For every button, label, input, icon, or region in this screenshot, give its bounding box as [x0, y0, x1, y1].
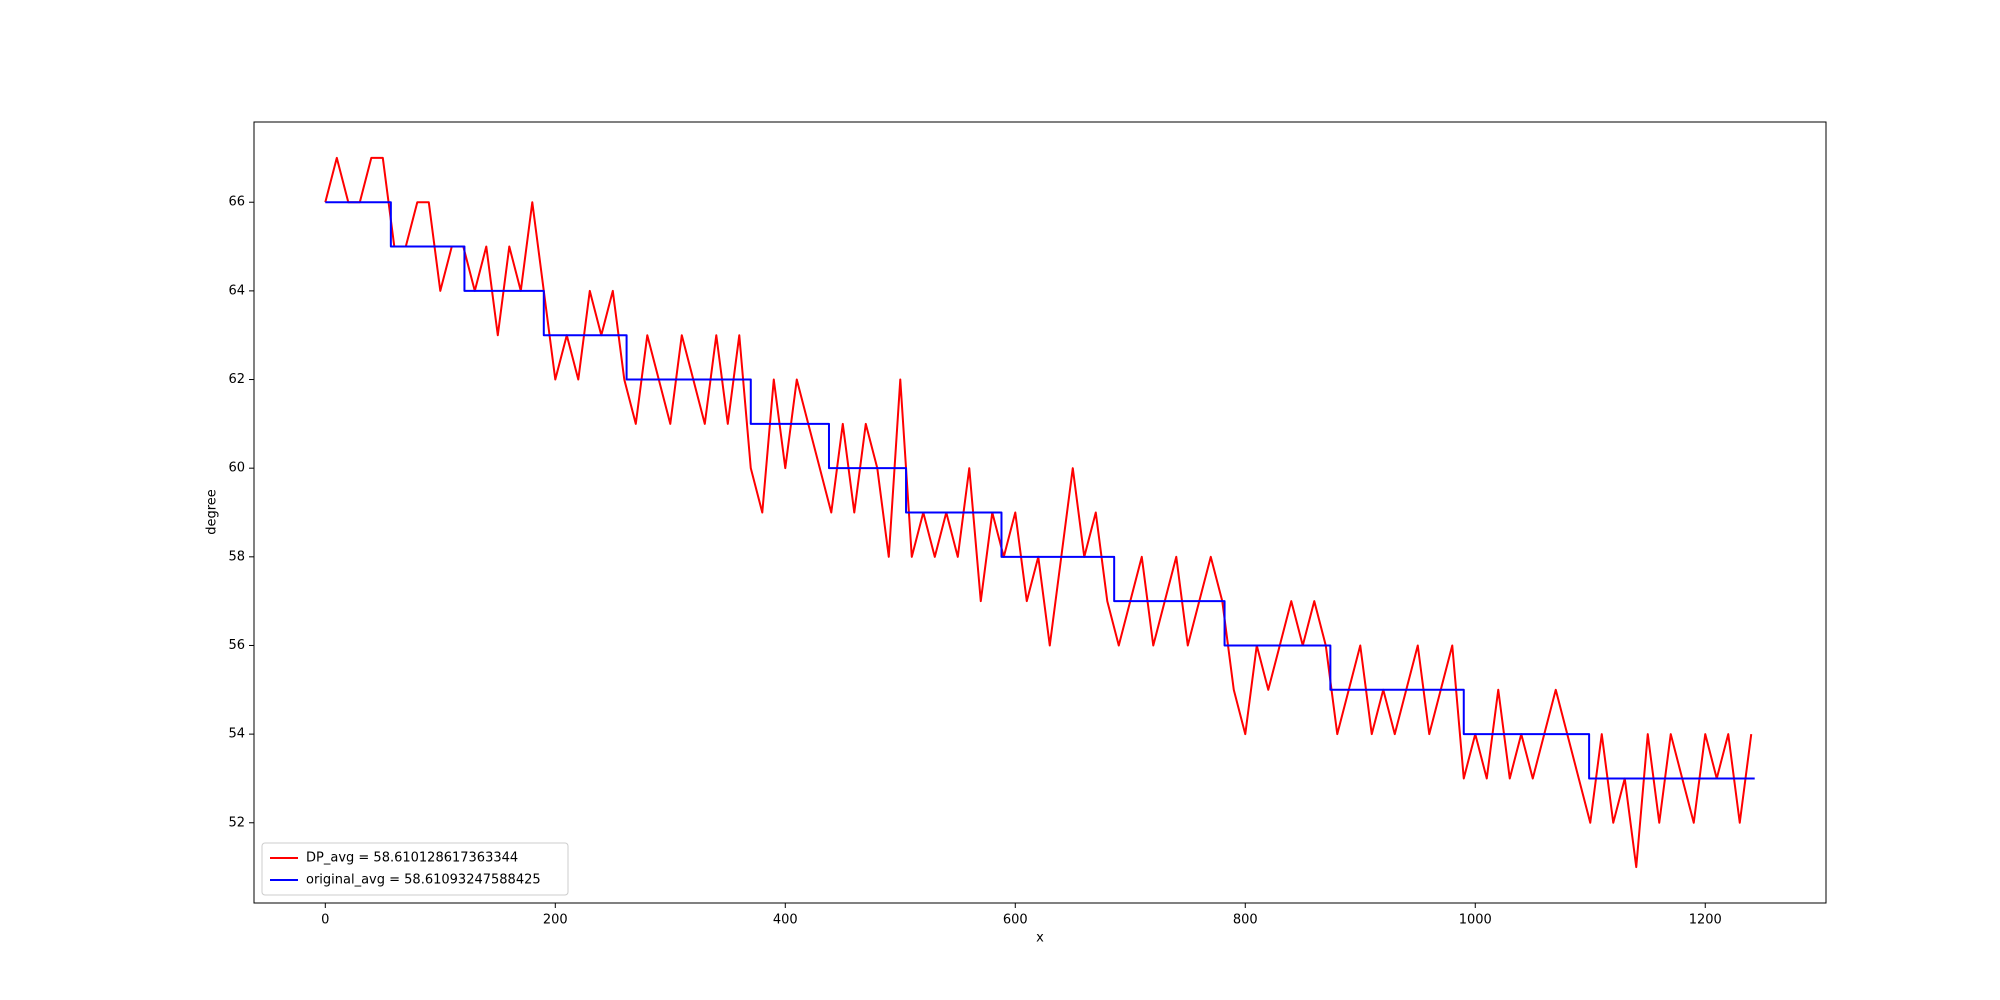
data-line	[324, 156, 1753, 869]
x-axis-label: x	[1036, 931, 1044, 946]
y-tick-label: 60	[228, 461, 245, 476]
y-tick-label: 58	[228, 549, 245, 564]
x-tick-label: 0	[321, 913, 329, 928]
x-tick-label: 1000	[1459, 913, 1492, 928]
plot-frame	[253, 121, 1827, 904]
y-tick-label: 62	[228, 372, 245, 387]
legend-label: DP_avg = 58.610128617363344	[306, 851, 518, 866]
legend-label: original_avg = 58.61093247588425	[306, 873, 541, 888]
x-tick-label: 600	[1003, 913, 1028, 928]
x-tick-label: 400	[773, 913, 798, 928]
legend-box	[261, 842, 569, 896]
y-axis-label: degree	[205, 489, 220, 535]
y-tick-label: 52	[228, 815, 245, 830]
x-tick-label: 1200	[1689, 913, 1722, 928]
data-line	[325, 201, 1755, 780]
y-tick-label: 56	[228, 638, 245, 653]
y-tick-label: 66	[228, 195, 245, 210]
y-tick-label: 64	[228, 283, 245, 298]
x-tick-label: 200	[543, 913, 568, 928]
y-tick-label: 54	[228, 727, 245, 742]
x-tick-label: 800	[1233, 913, 1258, 928]
